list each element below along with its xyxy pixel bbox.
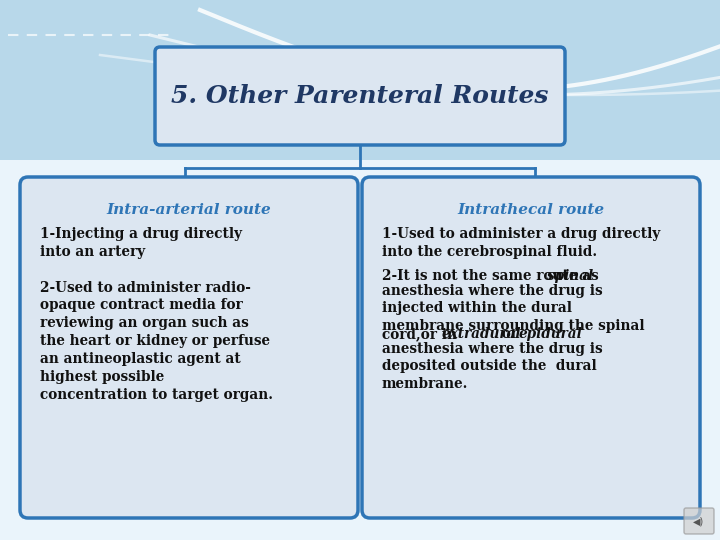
Text: 1-Injecting a drug directly
into an artery

2-Used to administer radio-
opaque c: 1-Injecting a drug directly into an arte…	[40, 227, 273, 402]
FancyBboxPatch shape	[155, 47, 565, 145]
Text: 2-It is not the same route as: 2-It is not the same route as	[382, 269, 603, 283]
FancyBboxPatch shape	[0, 160, 720, 540]
Text: or: or	[497, 327, 523, 341]
Text: 1-Used to administer a drug directly
into the cerebrospinal fluid.: 1-Used to administer a drug directly int…	[382, 227, 660, 259]
Text: cord,or in: cord,or in	[382, 327, 462, 341]
Text: Intrathecal route: Intrathecal route	[457, 203, 605, 217]
Text: epidural: epidural	[519, 327, 582, 341]
FancyBboxPatch shape	[0, 0, 720, 160]
Text: extradural: extradural	[442, 327, 521, 341]
Text: anesthesia where the drug is
injected within the dural
membrane surrounding the : anesthesia where the drug is injected wi…	[382, 284, 644, 333]
Text: spinal: spinal	[547, 269, 593, 283]
Text: Intra-arterial route: Intra-arterial route	[107, 203, 271, 217]
Text: anesthesia where the drug is
deposited outside the  dural
membrane.: anesthesia where the drug is deposited o…	[382, 341, 603, 391]
FancyBboxPatch shape	[362, 177, 700, 518]
FancyBboxPatch shape	[684, 508, 714, 534]
Text: 5. Other Parenteral Routes: 5. Other Parenteral Routes	[171, 84, 549, 108]
Text: ◀): ◀)	[693, 516, 705, 526]
FancyBboxPatch shape	[20, 177, 358, 518]
